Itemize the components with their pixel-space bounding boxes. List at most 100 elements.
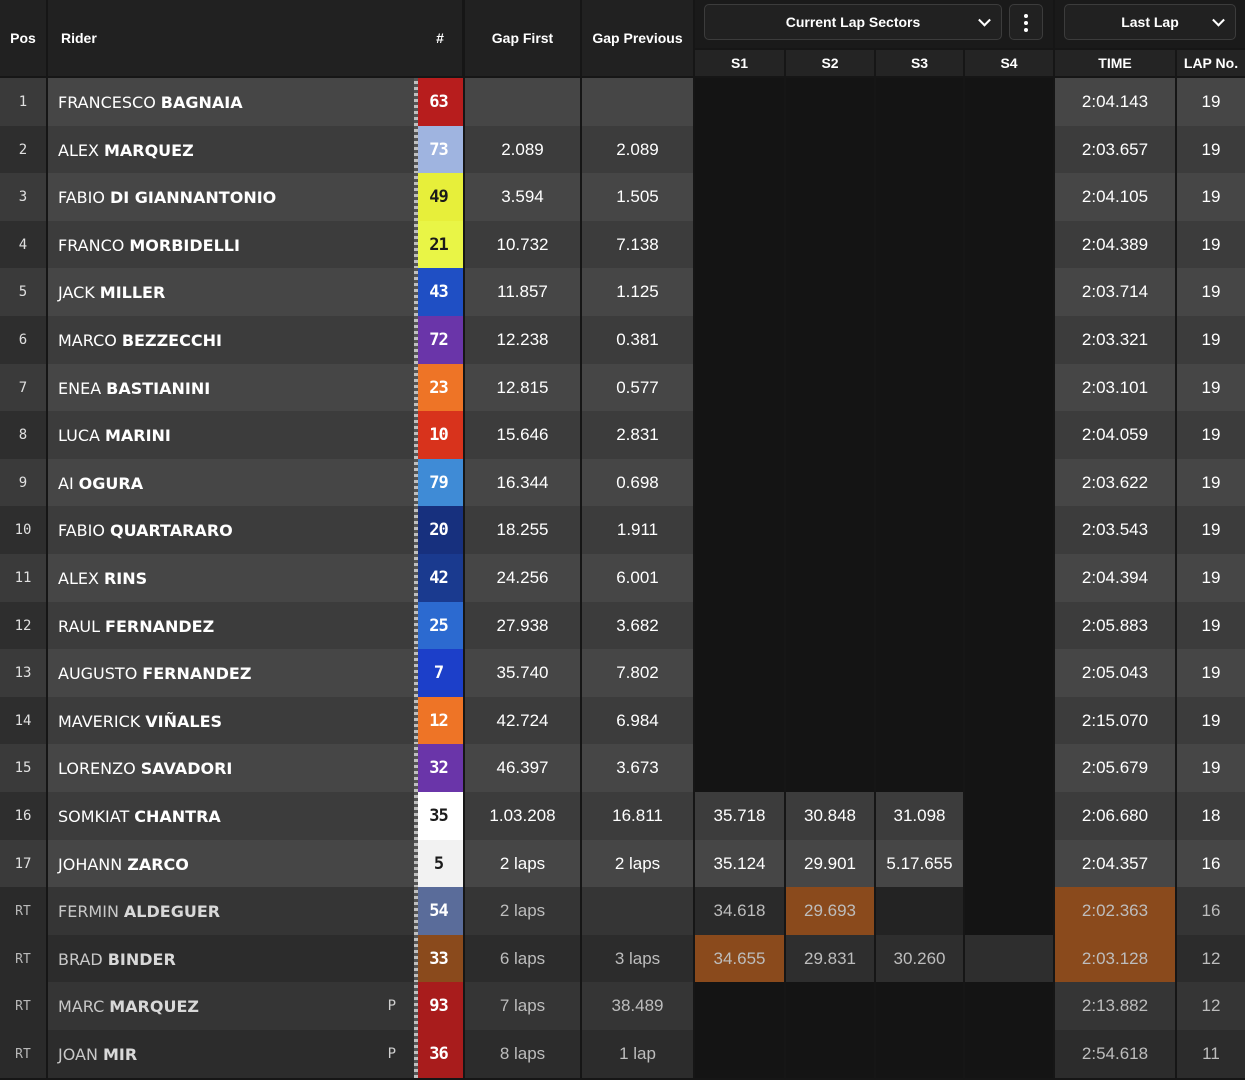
table-row[interactable]: RT FERMIN ALDEGUER 54 2 laps 34.618 29.693 2:02… [0,887,1245,935]
last-lap-time-cell: 2:03.622 [1055,459,1175,507]
s3-sector-cell [876,506,963,554]
rider-number-badge: 25 [414,602,463,650]
table-row[interactable]: 17 JOHANN ZARCO 5 2 laps 2 laps 35.124 29.901 5.… [0,840,1245,888]
rider-name-cell[interactable]: AI OGURA [48,459,414,507]
s3-sector-cell [876,268,963,316]
table-row[interactable]: 3 FABIO DI GIANNANTONIO 49 3.594 1.505 2:04.10… [0,173,1245,221]
rider-number: 42 [429,568,449,588]
table-row[interactable]: 14 MAVERICK VIÑALES 12 42.724 6.984 2:15.070 19 [0,697,1245,745]
rider-name-cell[interactable]: LUCA MARINI [48,411,414,459]
rider-name-cell[interactable]: FABIO QUARTARARO [48,506,414,554]
rider-first-name: ENEA [58,378,102,398]
rider-name-cell[interactable]: MARCO BEZZECCHI [48,316,414,364]
gap-previous-cell: 2.831 [582,411,693,459]
lap-number-cell: 19 [1177,173,1245,221]
gap-first-cell: 2.089 [465,126,580,174]
checkered-strip [414,840,418,888]
rider-first-name: JOHANN [58,854,123,874]
rider-number-badge: 5 [414,840,463,888]
s3-sector-cell [876,697,963,745]
last-lap-time-cell: 2:04.143 [1055,78,1175,126]
table-row[interactable]: 13 AUGUSTO FERNANDEZ 7 35.740 7.802 2:05.043 19 [0,649,1245,697]
current-lap-sectors-label: Current Lap Sectors [785,14,921,30]
gap-previous-cell: 0.381 [582,316,693,364]
rider-last-name: VIÑALES [145,711,223,731]
s1-sector-cell: 34.655 [695,935,784,983]
s3-sector-cell [876,744,963,792]
s4-sector-cell [965,840,1053,888]
table-row[interactable]: 12 RAUL FERNANDEZ 25 27.938 3.682 2:05.883 19 [0,602,1245,650]
table-row[interactable]: 1 FRANCESCO BAGNAIA 63 2:04.143 19 [0,78,1245,126]
s1-sector-cell [695,316,784,364]
s1-sector-cell [695,126,784,174]
table-row[interactable]: 6 MARCO BEZZECCHI 72 12.238 0.381 2:03.321 19 [0,316,1245,364]
rider-name-cell[interactable]: LORENZO SAVADORI [48,744,414,792]
more-options-button[interactable] [1009,4,1043,40]
s4-sector-cell [965,459,1053,507]
table-row[interactable]: 11 ALEX RINS 42 24.256 6.001 2:04.394 19 [0,554,1245,602]
rider-number: 63 [429,92,449,112]
rider-name-cell[interactable]: AUGUSTO FERNANDEZ [48,649,414,697]
rider-first-name: FABIO [58,520,105,540]
rider-name-cell[interactable]: JOHANN ZARCO [48,840,414,888]
rider-number-badge: 79 [414,459,463,507]
rider-name-cell[interactable]: ENEA BASTIANINI [48,364,414,412]
s1-sector-cell [695,268,784,316]
last-lap-time-cell: 2:06.680 [1055,792,1175,840]
rider-number: 43 [429,282,449,302]
rider-last-name: QUARTARARO [109,520,233,540]
checkered-strip [414,744,418,792]
gap-previous-cell: 2 laps [582,840,693,888]
table-row[interactable]: 9 AI OGURA 79 16.344 0.698 2:03.622 19 [0,459,1245,507]
rider-name-cell[interactable]: JOAN MIR P [48,1030,414,1078]
position-cell: RT [0,935,46,983]
checkered-strip [414,78,418,126]
table-row[interactable]: RT BRAD BINDER 33 6 laps 3 laps 34.655 29.831 30… [0,935,1245,983]
rider-name-cell[interactable]: MAVERICK VIÑALES [48,697,414,745]
table-row[interactable]: 10 FABIO QUARTARARO 20 18.255 1.911 2:03.543 19 [0,506,1245,554]
gap-first-cell: 46.397 [465,744,580,792]
s1-sector-cell [695,411,784,459]
rider-name-cell[interactable]: FERMIN ALDEGUER [48,887,414,935]
s1-sector-cell: 34.618 [695,887,784,935]
table-row[interactable]: RT JOAN MIR P 36 8 laps 1 lap 2:54.618 11 [0,1030,1245,1078]
table-row[interactable]: RT MARC MARQUEZ P 93 7 laps 38.489 2:13.882 12 [0,982,1245,1030]
s4-sector-cell [965,554,1053,602]
s4-sector-cell [965,221,1053,269]
table-row[interactable]: 16 SOMKIAT CHANTRA 35 1.03.208 16.811 35.718 30… [0,792,1245,840]
table-row[interactable]: 7 ENEA BASTIANINI 23 12.815 0.577 2:03.101 19 [0,364,1245,412]
s3-sector-cell [876,1030,963,1078]
s2-sector-cell [786,364,874,412]
gap-first-cell: 2 laps [465,887,580,935]
rider-name-cell[interactable]: ALEX RINS [48,554,414,602]
rider-name-cell[interactable]: JACK MILLER [48,268,414,316]
table-row[interactable]: 2 ALEX MARQUEZ 73 2.089 2.089 2:03.657 19 [0,126,1245,174]
table-row[interactable]: 5 JACK MILLER 43 11.857 1.125 2:03.714 19 [0,268,1245,316]
rider-name-cell[interactable]: FRANCO MORBIDELLI [48,221,414,269]
rider-first-name: AI [58,473,74,493]
rider-first-name: MARCO [58,330,117,350]
last-lap-label: Last Lap [1121,14,1179,30]
table-row[interactable]: 4 FRANCO MORBIDELLI 21 10.732 7.138 2:04.389 19 [0,221,1245,269]
table-row[interactable]: 8 LUCA MARINI 10 15.646 2.831 2:04.059 19 [0,411,1245,459]
rider-name-cell[interactable]: BRAD BINDER [48,935,414,983]
table-row[interactable]: 15 LORENZO SAVADORI 32 46.397 3.673 2:05.679 19 [0,744,1245,792]
rider-name-cell[interactable]: FABIO DI GIANNANTONIO [48,173,414,221]
rider-number-badge: 73 [414,126,463,174]
lap-number-cell: 19 [1177,364,1245,412]
rider-name-cell[interactable]: FRANCESCO BAGNAIA [48,78,414,126]
rider-name-cell[interactable]: ALEX MARQUEZ [48,126,414,174]
s3-sector-cell: 30.260 [876,935,963,983]
pit-indicator: P [387,1046,396,1062]
rider-number: 36 [429,1044,449,1064]
current-lap-sectors-dropdown[interactable]: Current Lap Sectors [704,4,1002,40]
rider-name-cell[interactable]: SOMKIAT CHANTRA [48,792,414,840]
last-lap-dropdown[interactable]: Last Lap [1064,4,1236,40]
last-lap-time-cell: 2:03.657 [1055,126,1175,174]
rider-name-cell[interactable]: MARC MARQUEZ P [48,982,414,1030]
lap-number-cell: 19 [1177,78,1245,126]
rider-name-cell[interactable]: RAUL FERNANDEZ [48,602,414,650]
gap-previous-cell [582,78,693,126]
s3-sector-cell [876,459,963,507]
rider-number: 5 [433,854,444,874]
